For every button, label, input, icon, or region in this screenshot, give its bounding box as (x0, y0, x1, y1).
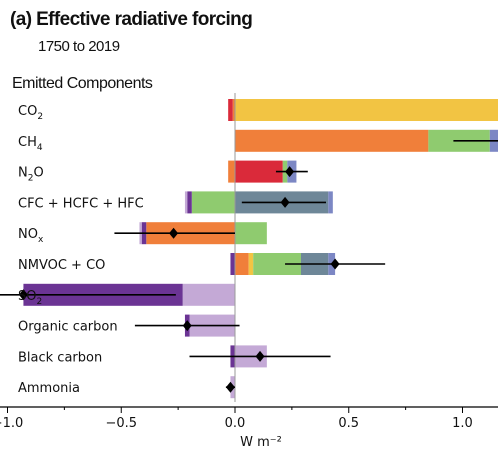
bar-segment-aerosol-radiation (182, 283, 235, 306)
net-diamond (225, 381, 235, 393)
bar-segment-o3 (191, 191, 235, 214)
net-diamond (330, 258, 340, 270)
x-tick-label: 0.0 (225, 416, 246, 431)
bar-segment-n2o (235, 160, 283, 183)
x-tick-label: −0.5 (105, 416, 137, 431)
x-axis-label: W m⁻² (240, 435, 282, 450)
bar-segment-ch4 (232, 99, 235, 121)
bar-segment-o3 (253, 253, 301, 275)
category-label: CH4 (18, 135, 43, 153)
net-diamond (182, 320, 192, 332)
bar-segment-ch4 (235, 253, 249, 275)
bar-segment-h2o-strat (328, 191, 333, 214)
x-tick-label: −1.0 (0, 416, 23, 431)
chart-subtitle: 1750 to 2019 (38, 38, 120, 55)
category-label: NOx (18, 227, 44, 245)
category-label: SO2 (18, 289, 42, 307)
category-label: Black carbon (18, 350, 102, 365)
bar-segment-ch4 (228, 160, 235, 183)
bar-segment-aerosol-cloud (187, 191, 192, 214)
bar-segment-o3 (235, 222, 267, 245)
bar-segment-co2 (248, 253, 254, 275)
bar-segment-aerosol-radiation (184, 191, 188, 214)
bar-segment-co2 (235, 99, 498, 121)
bar-segment-ch4 (235, 129, 429, 152)
bar-segment-n2o (228, 99, 233, 121)
category-label: CO2 (18, 104, 43, 122)
net-diamond (169, 227, 179, 239)
chart-title: (a) Effective radiative forcing (10, 9, 253, 30)
category-label: CFC + HCFC + HFC (18, 196, 144, 211)
x-tick-label: 1.0 (452, 416, 473, 431)
category-label: NMVOC + CO (18, 258, 105, 273)
x-tick-label: 0.5 (338, 416, 359, 431)
net-diamond (255, 350, 265, 362)
group-label: Emitted Components (12, 75, 153, 92)
net-diamond (280, 196, 290, 208)
category-label: Ammonia (18, 381, 80, 396)
category-label: N2O (18, 166, 44, 184)
net-diamond (285, 166, 295, 178)
net-diamond (18, 289, 28, 301)
bar-segment-aerosol-cloud (230, 253, 235, 275)
category-label: Organic carbon (18, 320, 118, 335)
